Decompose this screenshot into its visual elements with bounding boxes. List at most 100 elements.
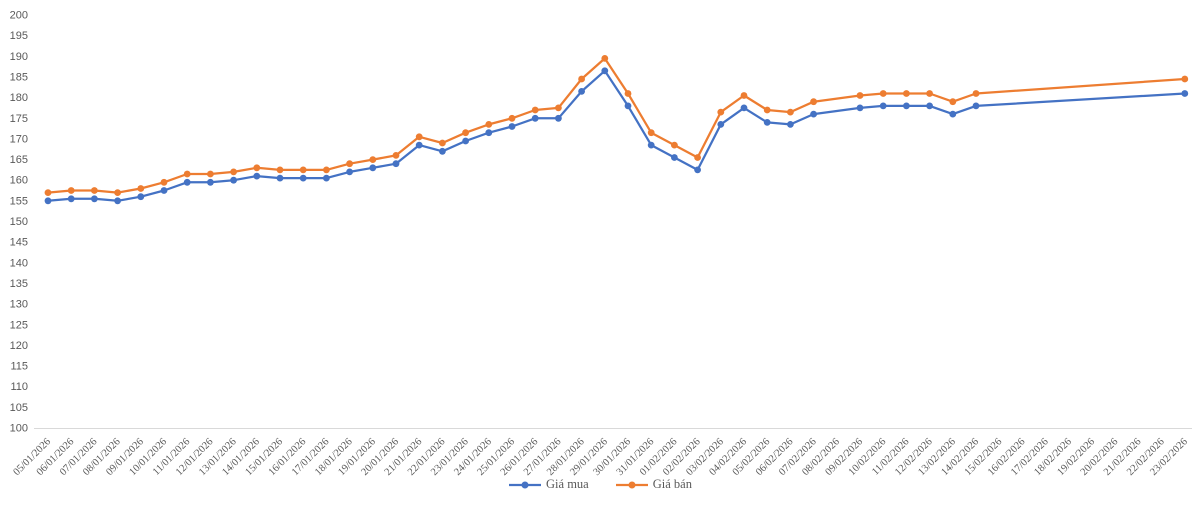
y-axis-label: 165 xyxy=(10,154,28,166)
data-point-gia-mua xyxy=(253,172,261,180)
data-point-gia-mua xyxy=(369,164,377,172)
data-point-gia-mua xyxy=(439,147,446,155)
gia-ban-line-marker-icon xyxy=(615,481,648,488)
data-point-gia-ban xyxy=(787,108,794,116)
data-point-gia-ban xyxy=(763,106,771,114)
data-point-gia-ban xyxy=(160,178,168,186)
y-axis-label: 115 xyxy=(10,361,28,373)
data-point-gia-mua xyxy=(926,102,933,110)
data-point-gia-mua xyxy=(810,110,817,118)
data-point-gia-mua xyxy=(578,88,585,95)
data-point-gia-mua xyxy=(647,141,655,149)
data-point-gia-ban xyxy=(323,166,330,174)
data-point-gia-ban xyxy=(67,187,75,194)
y-axis-label: 180 xyxy=(10,92,28,104)
data-point-gia-mua xyxy=(508,123,516,130)
data-point-gia-mua xyxy=(160,187,168,194)
data-point-gia-ban xyxy=(1181,75,1189,83)
y-axis-label: 160 xyxy=(10,175,28,187)
data-point-gia-mua xyxy=(323,174,330,182)
data-point-gia-mua xyxy=(763,119,771,126)
y-axis-label: 195 xyxy=(10,30,28,42)
y-axis-label: 105 xyxy=(10,402,28,414)
legend-label-gia-ban: Giá bán xyxy=(652,477,692,491)
data-point-gia-mua xyxy=(392,160,400,168)
y-axis-label: 150 xyxy=(10,216,28,228)
data-point-gia-mua xyxy=(346,168,353,176)
data-point-gia-ban xyxy=(439,139,446,147)
data-point-gia-mua xyxy=(207,178,214,186)
data-point-gia-ban xyxy=(671,141,678,149)
data-point-gia-ban xyxy=(531,106,539,114)
y-axis-label: 190 xyxy=(10,51,28,63)
data-point-gia-mua xyxy=(183,178,191,186)
data-point-gia-mua xyxy=(949,110,957,118)
data-point-gia-mua xyxy=(91,195,98,203)
data-point-gia-ban xyxy=(740,92,748,99)
data-point-gia-ban xyxy=(44,189,52,197)
data-point-gia-mua xyxy=(415,141,423,149)
data-point-gia-ban xyxy=(276,166,284,174)
data-point-gia-ban xyxy=(392,152,400,159)
data-point-gia-mua xyxy=(114,197,121,205)
data-point-gia-mua xyxy=(531,114,539,122)
data-point-gia-mua xyxy=(137,193,145,201)
y-axis-label: 185 xyxy=(10,71,28,83)
data-point-gia-ban xyxy=(253,164,261,172)
data-point-gia-ban xyxy=(415,133,423,141)
data-point-gia-ban xyxy=(903,90,910,97)
y-axis-label: 145 xyxy=(10,237,28,249)
data-point-gia-ban xyxy=(856,92,864,99)
data-point-gia-ban xyxy=(647,129,655,137)
gia-mua-line-marker-icon xyxy=(509,481,542,488)
legend-item-gia-ban[interactable]: Giá bán xyxy=(615,477,692,492)
data-point-gia-mua xyxy=(694,166,701,174)
legend-item-gia-mua[interactable]: Giá mua xyxy=(508,477,589,492)
data-point-gia-mua xyxy=(879,102,887,110)
data-point-gia-mua xyxy=(740,104,748,112)
data-point-gia-ban xyxy=(717,108,725,116)
data-point-gia-ban xyxy=(578,75,585,83)
y-axis-label: 125 xyxy=(10,319,28,331)
data-point-gia-ban xyxy=(810,98,817,106)
chart-legend: Giá mua Giá bán xyxy=(0,477,1200,492)
data-point-gia-ban xyxy=(369,156,377,164)
data-point-gia-mua xyxy=(624,102,632,110)
data-point-gia-mua xyxy=(230,176,238,184)
data-point-gia-mua xyxy=(1181,90,1189,97)
data-point-gia-mua xyxy=(485,129,493,137)
y-axis-label: 140 xyxy=(10,257,28,269)
data-point-gia-mua xyxy=(856,104,864,112)
data-point-gia-mua xyxy=(601,67,609,75)
data-point-gia-ban xyxy=(183,170,191,178)
y-axis-label: 155 xyxy=(10,195,28,207)
y-axis-label: 170 xyxy=(10,133,28,145)
data-point-gia-ban xyxy=(114,189,121,197)
data-point-gia-ban xyxy=(91,187,98,194)
data-point-gia-mua xyxy=(717,121,725,128)
data-point-gia-ban xyxy=(346,160,353,168)
legend-label-gia-mua: Giá mua xyxy=(546,477,589,491)
data-point-gia-mua xyxy=(972,102,980,110)
data-point-gia-mua xyxy=(276,174,284,182)
data-point-gia-mua xyxy=(299,174,307,182)
data-point-gia-ban xyxy=(207,170,214,178)
y-axis-label: 130 xyxy=(10,299,28,311)
data-point-gia-ban xyxy=(972,90,980,97)
data-point-gia-ban xyxy=(508,114,516,122)
data-point-gia-ban xyxy=(624,90,632,97)
data-point-gia-ban xyxy=(555,104,562,112)
data-point-gia-ban xyxy=(926,90,933,97)
data-point-gia-mua xyxy=(67,195,75,203)
y-axis-label: 135 xyxy=(10,278,28,290)
data-point-gia-mua xyxy=(787,121,794,128)
data-point-gia-mua xyxy=(555,114,562,122)
y-axis-label: 110 xyxy=(10,381,28,393)
data-point-gia-ban xyxy=(601,55,609,62)
data-point-gia-mua xyxy=(44,197,52,205)
data-point-gia-ban xyxy=(694,154,701,161)
data-point-gia-ban xyxy=(137,185,145,192)
data-point-gia-mua xyxy=(462,137,469,145)
